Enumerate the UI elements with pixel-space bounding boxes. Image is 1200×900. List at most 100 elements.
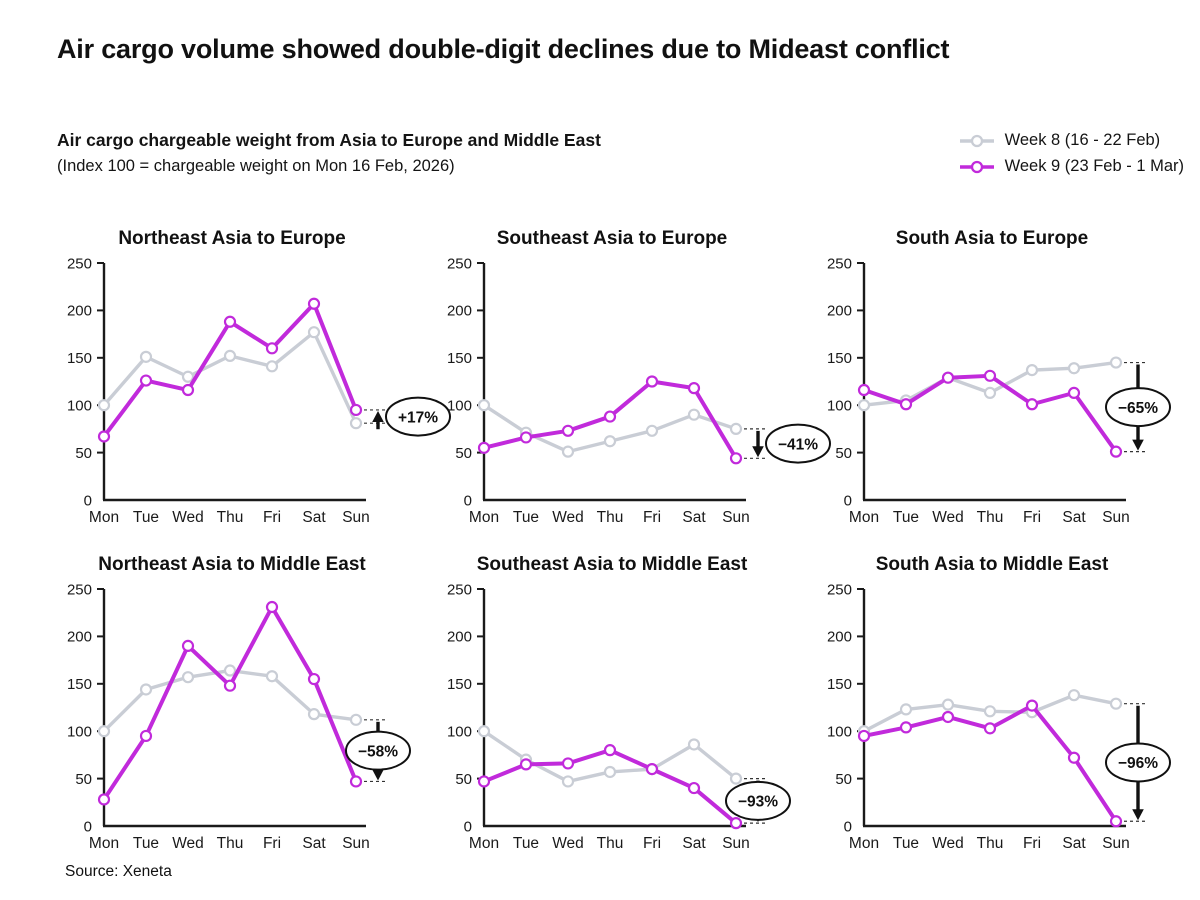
annotation-−41%: −41% — [744, 423, 831, 464]
chart-plot-south-asia-to-middle-east: 0 50 100 150 200 250 Mon Tue Wed Thu Fri Sat Sun −96% — [827, 581, 1171, 852]
page-title: Air cargo volume showed double-digit dec… — [57, 34, 950, 64]
svg-text:50: 50 — [75, 445, 92, 462]
svg-text:−93%: −93% — [738, 794, 778, 811]
svg-text:Tue: Tue — [513, 509, 539, 526]
svg-text:50: 50 — [455, 771, 472, 788]
svg-text:Sat: Sat — [1062, 835, 1086, 852]
legend: Week 8 (16 - 22 Feb) Week 9 (23 Feb - 1 … — [959, 129, 1184, 176]
series-week9 — [97, 297, 363, 443]
svg-text:Thu: Thu — [977, 835, 1004, 852]
svg-text:50: 50 — [75, 771, 92, 788]
svg-text:0: 0 — [464, 818, 472, 835]
series-week8 — [477, 724, 743, 788]
chart-title: South Asia to Middle East — [875, 553, 1109, 575]
chart-southeast-asia-to-europe: Southeast Asia to Europe 0 50 100 150 200 250… — [432, 227, 831, 529]
annotation-−58%: −58% — [345, 719, 411, 782]
y-axis-labels: 0 50 100 150 200 250 — [827, 581, 852, 835]
svg-text:200: 200 — [827, 303, 852, 320]
legend-label-week9: Week 9 (23 Feb - 1 Mar) — [1004, 157, 1184, 175]
chart-title: Southeast Asia to Europe — [496, 227, 728, 249]
page: Air cargo volume showed double-digit dec… — [0, 34, 1200, 881]
series-week9 — [857, 699, 1123, 828]
svg-text:100: 100 — [827, 397, 852, 414]
svg-text:150: 150 — [827, 676, 852, 693]
svg-text:150: 150 — [827, 350, 852, 367]
chart-subtitle: Air cargo chargeable weight from Asia to… — [57, 130, 601, 150]
svg-text:Wed: Wed — [552, 509, 584, 526]
svg-text:150: 150 — [447, 676, 472, 693]
svg-text:250: 250 — [67, 255, 92, 272]
series-week9 — [477, 375, 743, 465]
svg-text:Mon: Mon — [849, 509, 879, 526]
svg-text:Fri: Fri — [1023, 835, 1041, 852]
series-week8 — [97, 325, 363, 430]
annotation-−96%: −96% — [1105, 702, 1171, 822]
svg-text:Sat: Sat — [302, 835, 326, 852]
svg-text:100: 100 — [67, 723, 92, 740]
svg-text:100: 100 — [67, 397, 92, 414]
legend-marker-week9-icon — [959, 160, 994, 173]
svg-text:Thu: Thu — [597, 835, 624, 852]
svg-text:150: 150 — [67, 350, 92, 367]
svg-text:Sat: Sat — [682, 509, 706, 526]
chart-southeast-asia-to-middle-east: Southeast Asia to Middle East 0 50 100 150 2… — [432, 553, 812, 855]
svg-text:200: 200 — [67, 629, 92, 646]
svg-text:50: 50 — [835, 445, 852, 462]
axes — [97, 261, 366, 502]
svg-text:Fri: Fri — [643, 509, 661, 526]
legend-item-week8: Week 8 (16 - 22 Feb) — [959, 131, 1184, 150]
chart-plot-southeast-asia-to-europe: 0 50 100 150 200 250 Mon Tue Wed Thu Fri Sat Sun −41% — [447, 255, 831, 526]
svg-text:Wed: Wed — [172, 835, 204, 852]
svg-text:Thu: Thu — [217, 835, 244, 852]
chart-plot-northeast-asia-to-middle-east: 0 50 100 150 200 250 Mon Tue Wed Thu Fri Sat Sun −58% — [67, 581, 411, 852]
svg-text:200: 200 — [827, 629, 852, 646]
series-week9 — [857, 369, 1123, 458]
svg-text:200: 200 — [67, 303, 92, 320]
svg-text:0: 0 — [844, 492, 852, 509]
chart-northeast-asia-to-middle-east: Northeast Asia to Middle East 0 50 100 150 2… — [52, 553, 432, 855]
y-axis-labels: 0 50 100 150 200 250 — [67, 581, 92, 835]
x-axis-labels: Mon Tue Wed Thu Fri Sat Sun — [89, 835, 370, 852]
svg-text:250: 250 — [447, 255, 472, 272]
svg-text:150: 150 — [447, 350, 472, 367]
svg-text:Mon: Mon — [849, 835, 879, 852]
svg-text:100: 100 — [827, 723, 852, 740]
x-axis-labels: Mon Tue Wed Thu Fri Sat Sun — [89, 509, 370, 526]
svg-text:150: 150 — [67, 676, 92, 693]
series-week9 — [97, 600, 363, 806]
series-week8 — [97, 664, 363, 738]
legend-label-week8: Week 8 (16 - 22 Feb) — [1004, 131, 1161, 149]
svg-text:Tue: Tue — [513, 835, 539, 852]
svg-text:200: 200 — [447, 303, 472, 320]
svg-text:Mon: Mon — [469, 835, 499, 852]
svg-text:+17%: +17% — [398, 409, 438, 426]
axes — [477, 587, 746, 828]
axes — [477, 261, 746, 502]
x-axis-labels: Mon Tue Wed Thu Fri Sat Sun — [849, 835, 1130, 852]
chart-title: Southeast Asia to Middle East — [476, 553, 748, 575]
svg-text:−65%: −65% — [1118, 400, 1158, 417]
svg-text:50: 50 — [835, 771, 852, 788]
svg-text:Wed: Wed — [172, 509, 204, 526]
svg-text:Fri: Fri — [263, 835, 281, 852]
svg-text:Tue: Tue — [893, 509, 919, 526]
annotation-−65%: −65% — [1105, 361, 1171, 453]
subtitle-block: Air cargo chargeable weight from Asia to… — [57, 129, 601, 177]
legend-marker-week8-icon — [959, 134, 994, 147]
svg-text:Sun: Sun — [1102, 835, 1130, 852]
svg-text:0: 0 — [464, 492, 472, 509]
y-axis-labels: 0 50 100 150 200 250 — [67, 255, 92, 509]
svg-text:Thu: Thu — [217, 509, 244, 526]
svg-text:250: 250 — [827, 255, 852, 272]
svg-text:0: 0 — [84, 818, 92, 835]
svg-text:Sat: Sat — [682, 835, 706, 852]
source-credit: Source: Xeneta — [65, 862, 172, 880]
chart-northeast-asia-to-europe: Northeast Asia to Europe 0 50 100 150 200 250… — [52, 227, 451, 529]
y-axis-labels: 0 50 100 150 200 250 — [447, 255, 472, 509]
svg-text:Sun: Sun — [342, 509, 370, 526]
legend-item-week9: Week 9 (23 Feb - 1 Mar) — [959, 157, 1184, 176]
svg-text:Fri: Fri — [263, 509, 281, 526]
svg-text:Fri: Fri — [1023, 509, 1041, 526]
svg-text:Sun: Sun — [1102, 509, 1130, 526]
svg-text:Mon: Mon — [89, 835, 119, 852]
